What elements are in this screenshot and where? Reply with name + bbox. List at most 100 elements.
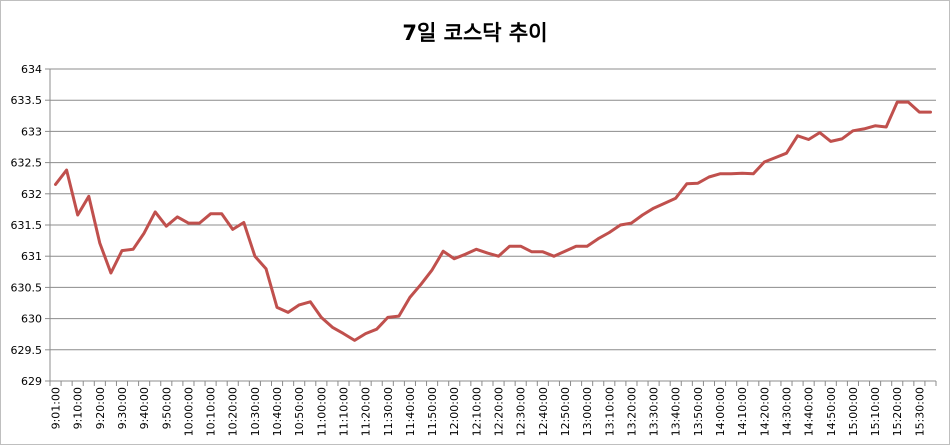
x-tick-label: 13:20:00 [625,387,638,436]
data-point [397,314,401,318]
y-tick-label: 629.5 [11,344,43,357]
data-point [884,125,888,129]
x-tick-label: 15:20:00 [891,387,904,436]
data-point [585,245,589,248]
data-point [619,223,622,227]
x-tick-label: 10:20:00 [227,387,240,436]
x-tick-label: 13:10:00 [603,387,616,436]
x-tick-label: 9:40:00 [138,387,151,429]
data-point [242,221,246,224]
data-point [87,195,90,198]
data-point [873,124,877,127]
x-tick-label: 12:00:00 [448,387,461,436]
y-tick-labels: 629 629.5 630 630.5 631 631.5 632 632.5 633 633.5… [11,63,43,388]
chart-title: 7일 코스닥 추이 [402,21,548,45]
x-tick-label: 9:30:00 [116,387,129,429]
data-point [309,300,312,303]
x-tick-label: 14:40:00 [803,387,816,436]
y-tick-label: 630.5 [11,281,43,294]
x-tick-label: 10:40:00 [271,387,284,436]
data-point [740,172,744,175]
x-tick-label: 11:50:00 [426,387,439,436]
data-point [120,249,124,252]
data-point [630,221,633,225]
data-point [552,255,556,258]
x-tick-label: 10:50:00 [293,387,306,436]
series-line-layer [54,100,932,342]
data-point [541,250,545,254]
data-point [165,225,168,228]
x-tick-label: 15:30:00 [913,387,926,436]
x-tick-label: 15:00:00 [847,387,860,436]
data-point [896,100,899,104]
x-tick-label: 11:30:00 [382,387,395,436]
data-point [131,248,135,251]
x-tick-label: 9:20:00 [94,387,107,429]
x-tick-label: 13:30:00 [648,387,661,436]
data-point [353,339,356,342]
data-point [453,257,456,260]
data-point [154,210,157,214]
data-point [187,221,190,225]
data-point [408,296,412,299]
y-tick-label: 632.5 [11,157,43,170]
data-point [320,316,323,319]
data-point [829,140,832,143]
data-point [929,110,932,114]
data-point [652,206,655,210]
data-point [763,160,766,164]
data-point [752,172,755,176]
data-point [663,201,666,205]
x-tick-label: 9:10:00 [72,387,85,429]
x-tick-label: 9:01:00 [50,387,63,429]
data-point [209,212,212,215]
x-tick-label: 12:50:00 [559,387,572,436]
series-line [54,100,932,342]
x-tick-label: 10:10:00 [205,387,218,436]
data-point [65,168,68,172]
data-point [441,250,445,253]
data-point [375,328,378,331]
data-point [486,251,489,255]
y-tick-label: 629 [21,375,42,388]
y-tick-label: 634 [21,63,42,76]
data-point [641,213,644,217]
data-point [785,152,788,155]
data-point [98,241,102,245]
data-point [862,127,866,131]
data-point [774,156,777,159]
x-tick-label: 15:10:00 [869,387,882,436]
data-point [907,100,910,104]
x-tick-label: 11:00:00 [315,387,328,436]
data-point [253,255,257,258]
x-tick-label: 13:00:00 [581,387,594,436]
data-point [76,213,79,217]
x-tick-label: 11:10:00 [337,387,350,436]
x-tick-label: 12:40:00 [537,387,550,436]
data-point [419,283,423,286]
data-point [840,137,844,141]
data-point [386,316,389,319]
x-tick-label: 12:30:00 [515,387,528,436]
data-point [674,196,677,200]
y-tick-label: 633 [21,125,42,138]
data-point [220,212,223,215]
x-tick-label: 14:20:00 [758,387,771,436]
x-tick-label: 9:50:00 [160,387,173,429]
data-point [264,267,268,270]
data-point [574,245,578,248]
y-tick-label: 633.5 [11,94,43,107]
y-tick-label: 631 [21,250,42,263]
y-tick-label: 630 [21,313,42,326]
data-point [807,138,810,141]
data-point [109,271,113,275]
data-point [364,332,367,335]
x-tick-label: 13:50:00 [692,387,705,436]
data-point [696,181,700,185]
data-point [331,326,334,329]
data-point [176,215,179,219]
data-point [342,332,345,335]
data-point [297,303,301,307]
